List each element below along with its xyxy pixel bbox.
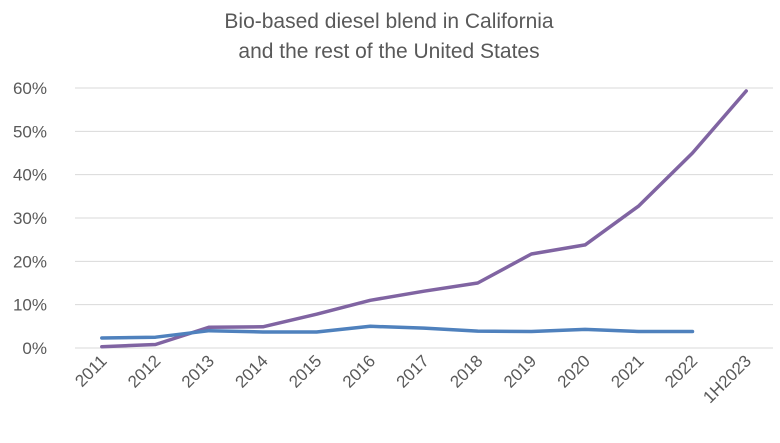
series-group (100, 89, 748, 349)
y-axis: 0% 10% 20% 30% 40% 50% 60% (13, 79, 47, 358)
x-axis: 2011 2012 2013 2014 2015 2016 2017 2018 2019 2020… (71, 351, 755, 407)
y-tick-label: 60% (13, 79, 47, 98)
x-tick-label: 1H2023 (699, 351, 755, 407)
x-tick-label: 2020 (554, 351, 594, 391)
x-tick-label: 2019 (500, 351, 540, 391)
y-tick-label: 40% (13, 166, 47, 185)
x-tick-label: 2016 (339, 351, 379, 391)
y-tick-label: 20% (13, 252, 47, 271)
x-tick-label: 2018 (446, 351, 486, 391)
x-tick-label: 2014 (232, 351, 272, 391)
x-tick-label: 2012 (124, 351, 164, 391)
y-tick-label: 50% (13, 122, 47, 141)
chart-title-line-2: and the rest of the United States (238, 40, 539, 63)
series-line-california (100, 89, 748, 349)
y-tick-label: 10% (13, 296, 47, 315)
series-line-rest-of-us (100, 324, 695, 340)
x-tick-label: 2021 (607, 351, 647, 391)
chart-title-line-1: Bio-based diesel blend in California (224, 10, 554, 33)
x-tick-label: 2011 (71, 351, 110, 390)
x-tick-label: 2022 (661, 351, 701, 391)
y-tick-label: 30% (13, 209, 47, 228)
x-tick-label: 2015 (285, 351, 325, 391)
x-tick-label: 2013 (178, 351, 218, 391)
x-tick-label: 2017 (393, 351, 433, 391)
y-tick-label: 0% (22, 339, 47, 358)
gridlines (75, 87, 773, 349)
